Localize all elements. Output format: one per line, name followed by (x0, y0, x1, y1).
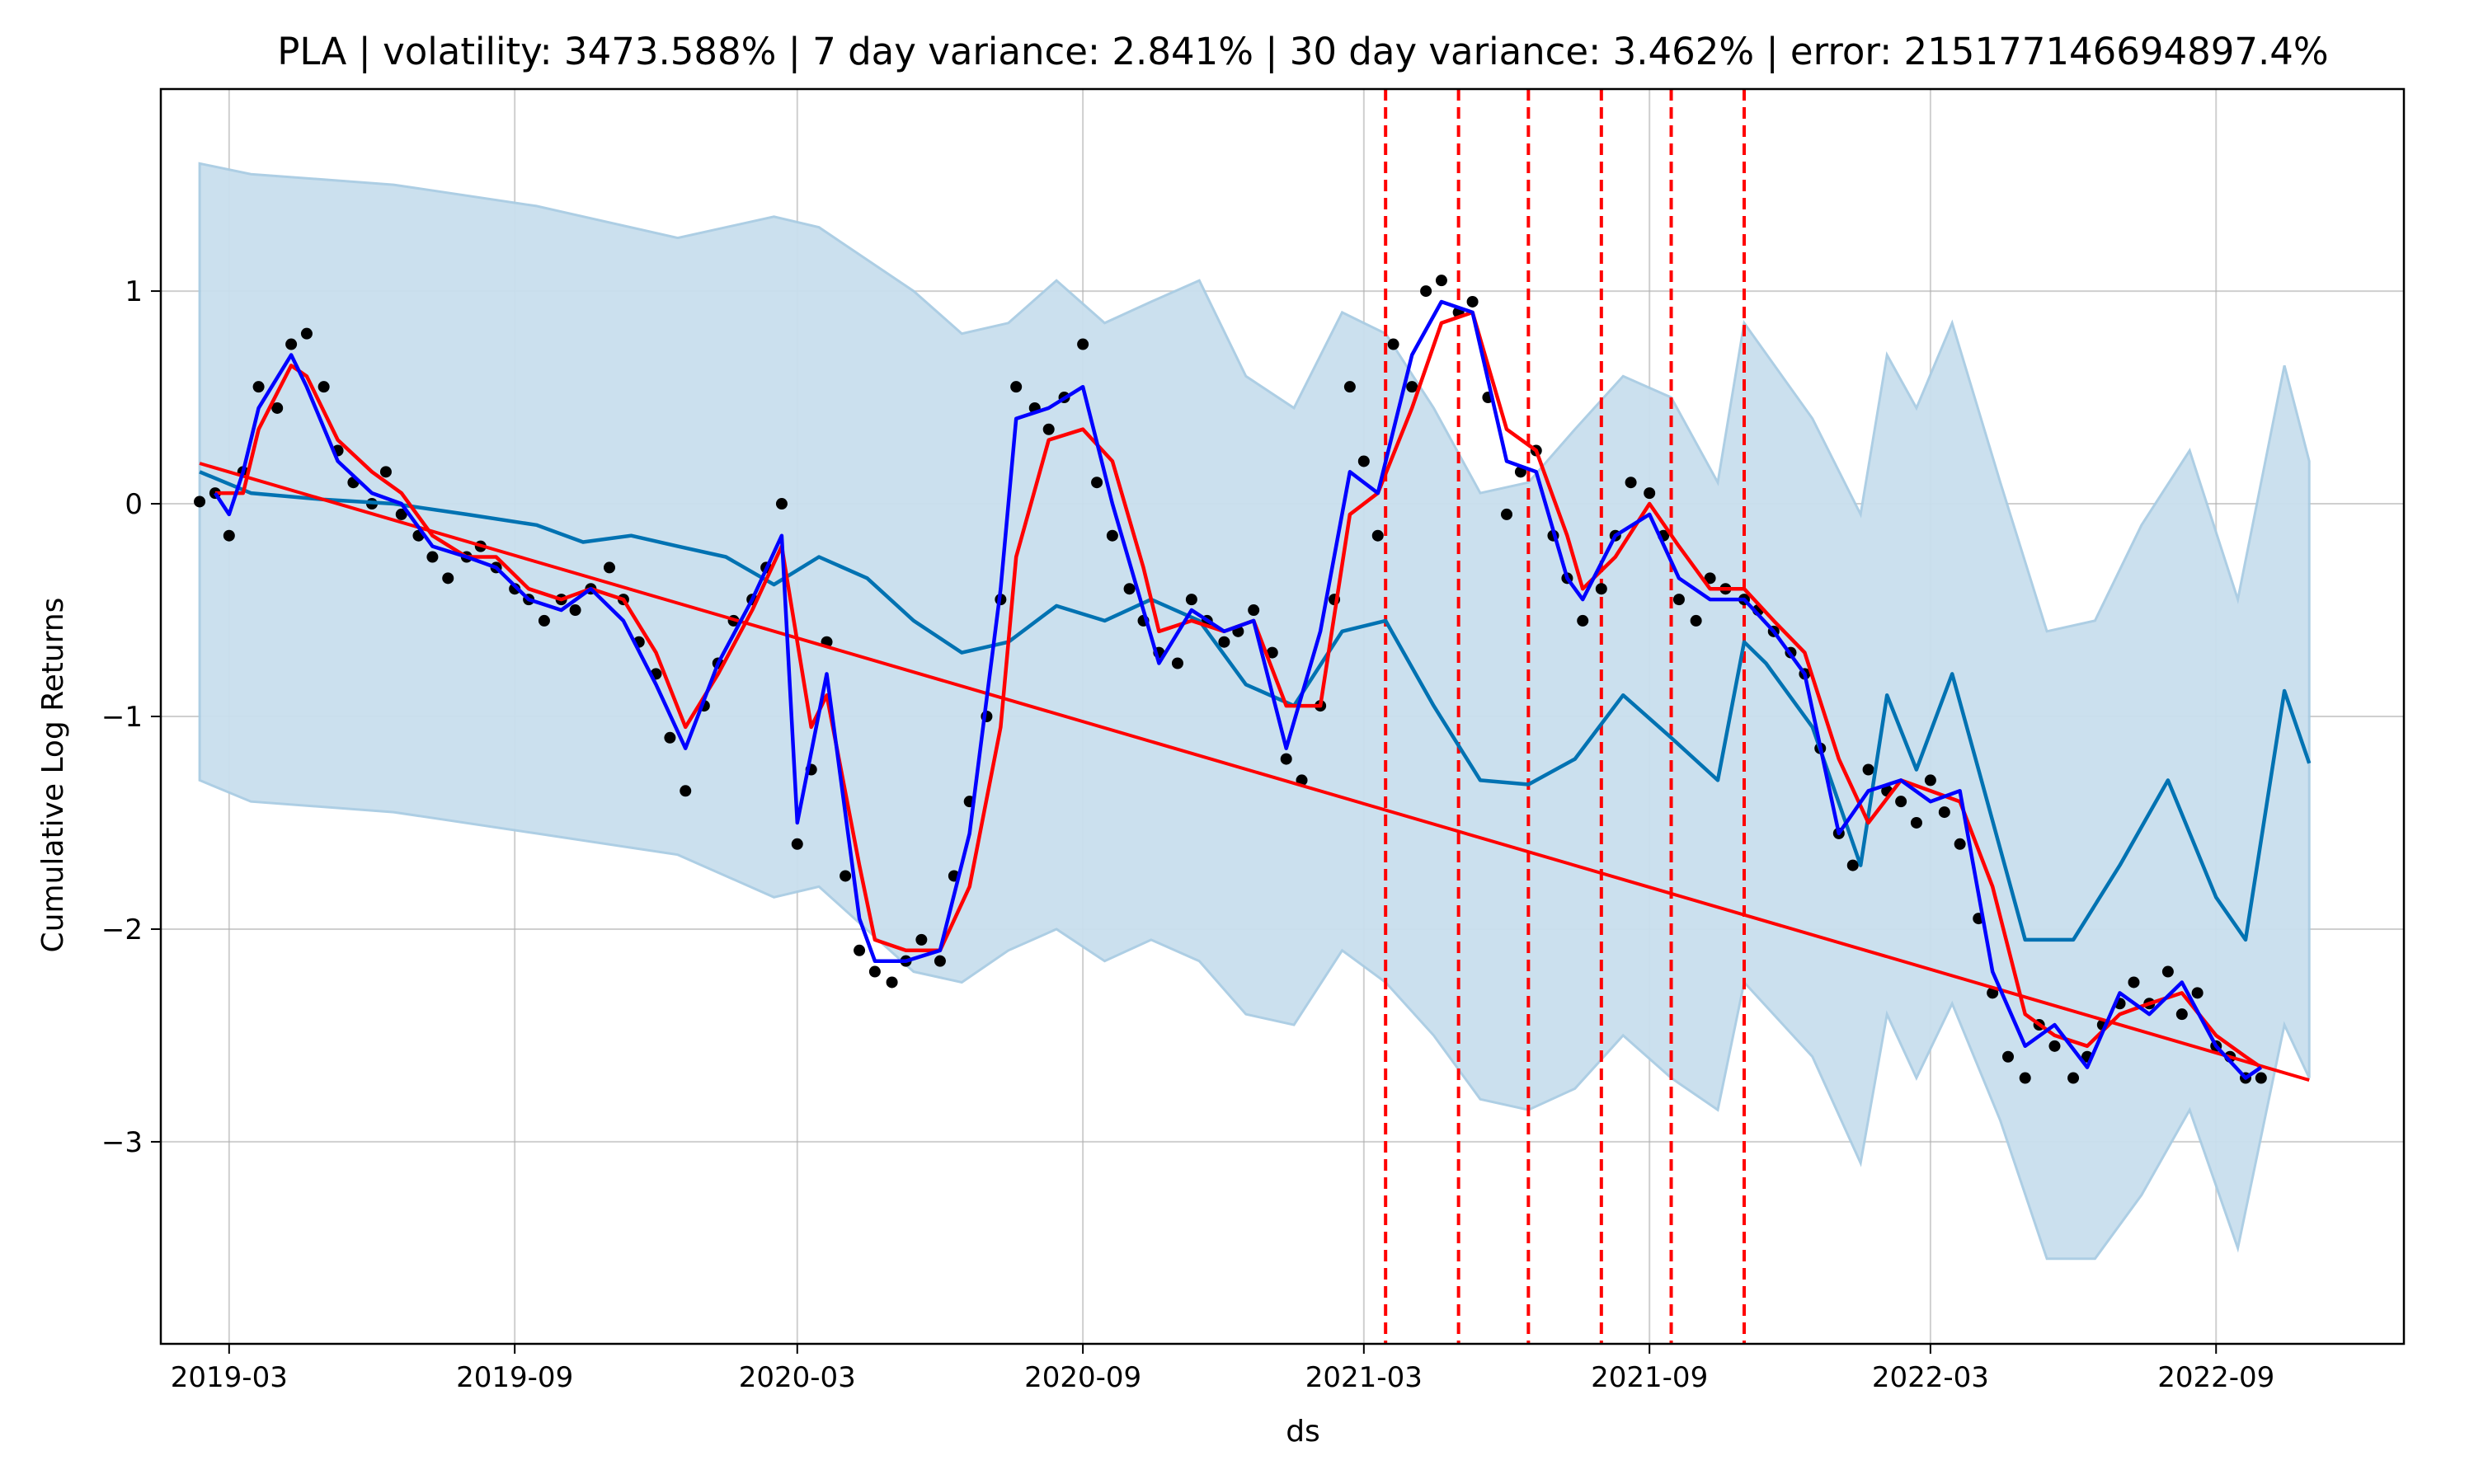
actual-point (1595, 583, 1607, 595)
actual-point (1185, 594, 1197, 606)
actual-point (1106, 529, 1118, 542)
actual-point (1466, 295, 1479, 308)
y-tick-label: −1 (101, 701, 143, 734)
actual-point (1924, 774, 1936, 787)
actual-point (1704, 572, 1716, 585)
actual-point (271, 402, 284, 414)
actual-point (1010, 381, 1023, 393)
x-tick-label: 2020-09 (1024, 1361, 1141, 1394)
actual-point (379, 466, 392, 478)
actual-point (2019, 1072, 2031, 1084)
actual-point (886, 976, 898, 989)
actual-point (2191, 987, 2204, 999)
actual-point (442, 572, 454, 585)
actual-point (1644, 487, 1656, 500)
actual-point (2067, 1072, 2080, 1084)
actual-point (1371, 529, 1384, 542)
actual-point (791, 838, 803, 850)
uncertainty-band (198, 162, 2311, 1261)
actual-point (1343, 381, 1356, 393)
actual-point (1501, 508, 1512, 520)
actual-point (934, 955, 946, 967)
actual-point (1625, 477, 1637, 489)
actual-point (915, 933, 928, 946)
actual-point (1123, 583, 1136, 595)
actual-point (1280, 753, 1292, 765)
x-tick-label: 2021-03 (1305, 1361, 1423, 1394)
actual-point (538, 614, 550, 627)
actual-point (1435, 275, 1447, 287)
actual-point (2255, 1072, 2267, 1084)
actual-point (1895, 796, 1907, 808)
actual-point (1171, 657, 1183, 669)
x-tick-label: 2019-03 (171, 1361, 288, 1394)
actual-point (2048, 1040, 2061, 1052)
trend-line (199, 462, 2310, 1082)
actual-point (854, 944, 866, 956)
actual-point (664, 731, 676, 744)
chart-title: PLA | volatility: 3473.588% | 7 day vari… (277, 30, 2328, 73)
actual-point (395, 508, 407, 520)
actual-point (1406, 381, 1418, 393)
actual-point (868, 965, 881, 978)
actual-point (1218, 636, 1230, 648)
actual-point (1357, 455, 1370, 467)
actual-point (2128, 976, 2140, 989)
actual-point (775, 498, 788, 510)
actual-point (1846, 859, 1859, 871)
uncertainty-area (198, 162, 2311, 1261)
actual-point (509, 583, 521, 595)
x-tick-label: 2022-09 (2157, 1361, 2274, 1394)
y-tick-label: −3 (101, 1126, 143, 1159)
actual-point (1042, 423, 1055, 435)
actual-point (317, 381, 330, 393)
actual-point (1690, 614, 1702, 627)
changepoints (1384, 89, 1746, 1344)
actual-point (680, 785, 692, 797)
actual-point (1954, 838, 1966, 850)
actual-point (1077, 338, 1089, 350)
actual-point (1091, 477, 1103, 489)
x-axis-label: ds (1286, 1415, 1320, 1449)
axes: 2019-03 2019-09 2020-03 2020-09 2021-03 2021-… (101, 87, 2406, 1394)
y-tick-label: 0 (125, 488, 143, 521)
x-tick-label: 2022-03 (1872, 1361, 1989, 1394)
actual-point (1577, 614, 1589, 627)
actual-point (300, 327, 313, 340)
actual-point (1862, 763, 1874, 776)
actual-point (1910, 816, 1922, 829)
actual-point (2161, 965, 2174, 978)
actual-point (840, 870, 852, 882)
moving-average-red-line (214, 310, 2263, 1069)
moving-average-blue-line (214, 299, 2263, 1080)
forecast-line (199, 470, 2312, 942)
actual-point (252, 381, 265, 393)
actual-point (2002, 1050, 2014, 1063)
actual-point (604, 561, 615, 574)
actual-point (569, 604, 581, 617)
y-axis-label: Cumulative Log Returns (36, 598, 70, 953)
actual-point (1248, 604, 1260, 617)
series-lines (199, 299, 2312, 1082)
actual-point (2175, 1008, 2188, 1021)
actual-point (194, 495, 206, 508)
x-tick-label: 2021-09 (1591, 1361, 1708, 1394)
actual-point (1672, 594, 1685, 606)
y-tick-label: −2 (101, 913, 143, 946)
y-tick-label: 1 (125, 275, 143, 308)
actual-point (1420, 285, 1432, 298)
actual-point (426, 551, 439, 563)
x-tick-label: 2020-03 (739, 1361, 856, 1394)
actual-point (1387, 338, 1399, 350)
actual-point (1266, 646, 1278, 659)
actual-point (1938, 806, 1950, 819)
actual-point (285, 338, 298, 350)
plot-frame (159, 87, 2406, 1345)
x-tick-label: 2019-09 (456, 1361, 573, 1394)
actual-point (223, 529, 235, 542)
